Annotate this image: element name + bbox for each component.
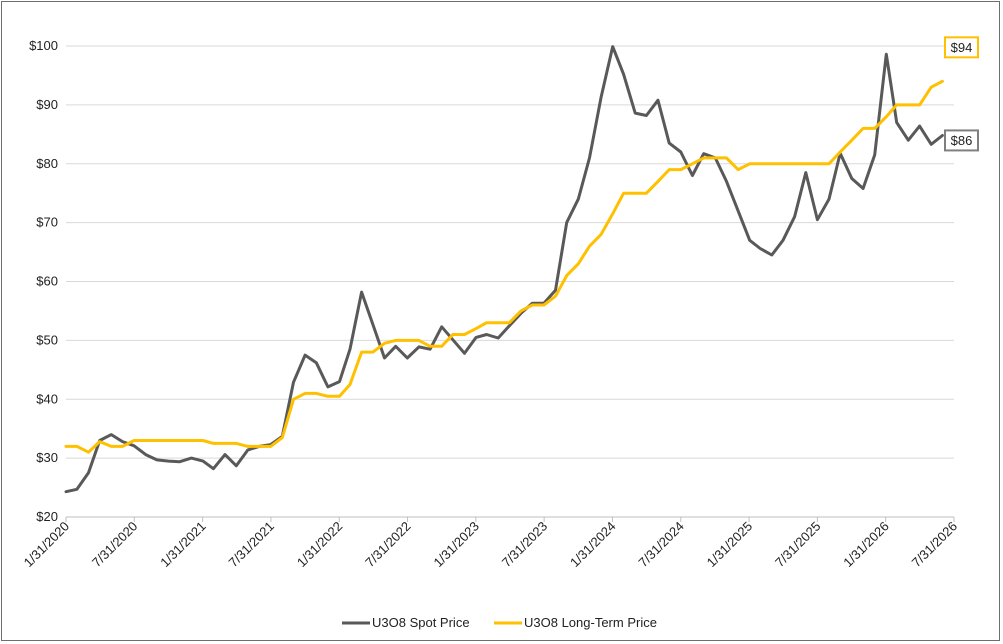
y-tick-label: $80 [36,156,58,171]
y-tick-label: $30 [36,450,58,465]
x-tick-label: 1/31/2021 [157,519,209,571]
x-tick-label: 7/31/2026 [909,519,961,571]
gridlines [66,45,954,518]
x-tick-label: 1/31/2025 [704,519,756,571]
spot-price-line [64,45,944,494]
x-tick-label: 1/31/2020 [21,519,73,571]
legend-label-long-term: U3O8 Long-Term Price [524,615,657,630]
y-tick-label: $70 [36,215,58,230]
x-tick-label: 7/31/2024 [635,519,687,571]
callout-box [944,129,979,152]
y-axis-ticks: $20 $30 $40 $50 $60 $70 $80 $90 $100 [29,38,58,524]
x-axis-ticks: 1/31/2020 7/31/2020 1/31/2021 7/31/2021 1/31… [21,517,961,571]
x-tick-label: 7/31/2020 [89,519,141,571]
long-term-price-line [64,79,944,454]
value-callouts: $94 $86 [944,36,979,152]
x-tick-label: 7/31/2025 [772,519,824,571]
x-tick-label: 7/31/2022 [362,519,414,571]
x-tick-label: 7/31/2023 [499,519,551,571]
x-tick-label: 1/31/2026 [840,519,892,571]
y-tick-label: $90 [36,97,58,112]
callout-label: $86 [951,133,973,148]
x-tick-label: 1/31/2024 [567,519,619,571]
callout-label: $94 [951,40,973,55]
y-tick-label: $20 [36,509,58,524]
legend: U3O8 Spot Price U3O8 Long-Term Price [342,615,657,630]
legend-label-spot: U3O8 Spot Price [372,615,470,630]
x-tick-label: 1/31/2023 [430,519,482,571]
x-tick-label: 1/31/2022 [294,519,346,571]
x-tick-label: 7/31/2021 [226,519,278,571]
series-lines [64,45,944,494]
y-tick-label: $40 [36,391,58,406]
y-tick-label: $60 [36,274,58,289]
callout-box [944,36,979,59]
y-tick-label: $100 [29,38,58,53]
y-tick-label: $50 [36,332,58,347]
